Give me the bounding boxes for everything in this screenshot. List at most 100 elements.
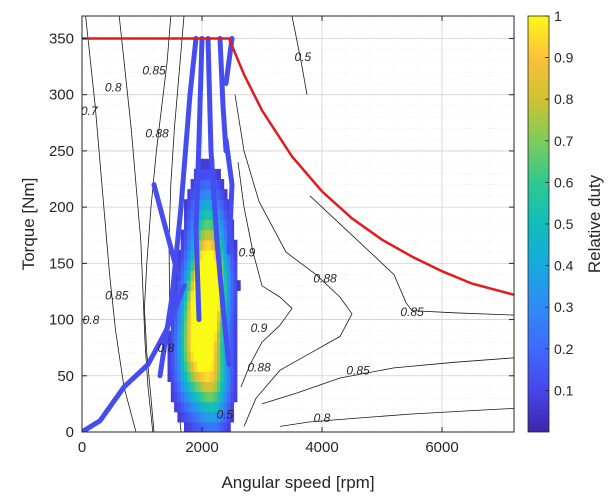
duty-cell <box>190 391 195 403</box>
duty-cell <box>180 371 185 383</box>
duty-cell <box>177 411 182 423</box>
duty-cell <box>180 259 185 271</box>
duty-cell <box>200 229 205 241</box>
duty-cell <box>187 391 192 403</box>
duty-cell <box>207 219 211 231</box>
duty-cell <box>233 300 238 312</box>
duty-cell <box>213 371 218 383</box>
duty-cell <box>177 361 182 372</box>
duty-cell <box>207 179 211 190</box>
duty-cell <box>190 330 195 342</box>
duty-cell <box>220 249 225 261</box>
duty-cell <box>220 371 225 383</box>
duty-cell <box>210 401 215 413</box>
duty-cell <box>197 421 202 432</box>
duty-cell <box>207 270 211 281</box>
duty-cell <box>203 371 208 383</box>
duty-cell <box>203 229 208 241</box>
duty-cell <box>187 361 192 372</box>
duty-cell <box>187 310 192 322</box>
contour-label: 0.88 <box>145 126 169 140</box>
duty-cell <box>180 300 185 312</box>
duty-cell <box>197 411 202 423</box>
duty-cell <box>197 219 202 231</box>
duty-cell <box>203 320 208 332</box>
duty-cell <box>220 401 225 413</box>
contour-label: 0.8 <box>105 80 122 94</box>
duty-cell <box>230 351 235 362</box>
duty-cell <box>170 320 175 332</box>
duty-cell <box>213 320 218 332</box>
duty-cell <box>230 280 235 291</box>
duty-cell <box>226 381 231 393</box>
duty-cell <box>220 320 225 332</box>
duty-cell <box>193 351 198 362</box>
duty-cell <box>184 219 188 231</box>
duty-cell <box>177 340 182 352</box>
duty-cell <box>203 280 208 291</box>
duty-cell <box>184 421 188 432</box>
duty-cell <box>187 371 192 383</box>
colorbar-tick-label: 0.9 <box>554 50 574 66</box>
contour-label: 0.9 <box>239 246 256 260</box>
duty-cell <box>220 209 225 221</box>
duty-cell <box>207 249 211 261</box>
duty-cell <box>193 300 198 312</box>
duty-cell <box>170 330 175 342</box>
contour-label: 0.8 <box>83 313 100 327</box>
duty-cell <box>193 330 198 342</box>
duty-cell <box>210 320 215 332</box>
duty-cell <box>197 361 202 372</box>
duty-trace <box>151 182 181 278</box>
duty-cell <box>187 340 192 352</box>
duty-cell <box>230 270 235 281</box>
duty-cell <box>210 351 215 362</box>
duty-cell <box>226 411 231 423</box>
duty-cell <box>184 229 188 241</box>
duty-cell <box>187 219 192 231</box>
colorbar-ticks: 0.1 0.2 0.3 0.4 0.5 0.6 0.7 0.8 0.9 1 <box>545 8 574 398</box>
contour-label: 0.9 <box>251 321 268 335</box>
duty-cell <box>184 391 188 403</box>
duty-cell <box>207 411 211 423</box>
duty-cell <box>220 421 225 432</box>
duty-cell <box>200 290 205 302</box>
duty-cell <box>207 229 211 241</box>
duty-cell <box>177 330 182 342</box>
duty-cell <box>203 361 208 372</box>
duty-cell <box>213 310 218 322</box>
duty-cell <box>203 330 208 342</box>
y-tick-label: 350 <box>49 30 74 47</box>
duty-cell <box>184 361 188 372</box>
duty-cell <box>217 351 221 362</box>
duty-cell <box>233 371 238 383</box>
duty-cell <box>193 361 198 372</box>
duty-cell <box>223 391 228 403</box>
duty-cell <box>200 259 205 271</box>
duty-cell <box>200 351 205 362</box>
duty-cell <box>190 371 195 383</box>
duty-cell <box>230 411 235 423</box>
duty-cell <box>213 249 218 261</box>
duty-cell <box>203 351 208 362</box>
duty-cell <box>200 411 205 423</box>
duty-cell <box>223 229 228 241</box>
duty-cell <box>170 371 175 383</box>
duty-cell <box>217 209 221 221</box>
duty-cell <box>203 421 208 432</box>
duty-cell <box>210 300 215 312</box>
colorbar-tick-label: 0.7 <box>554 133 574 149</box>
duty-cell <box>230 320 235 332</box>
duty-cell <box>220 330 225 342</box>
duty-cell <box>220 179 225 190</box>
duty-cell <box>203 168 208 180</box>
duty-cell <box>220 199 225 210</box>
contour-labels: 0.7 0.8 0.85 0.88 0.85 0.8 0.8 0.9 0.88 0.85 0.9 0.… <box>81 50 424 425</box>
duty-cell <box>180 330 185 342</box>
duty-cell <box>226 280 231 291</box>
duty-cell <box>223 290 228 302</box>
duty-cell <box>187 330 192 342</box>
duty-cell <box>220 189 225 200</box>
efficiency-contour-line <box>291 16 308 95</box>
colorbar-tick-label: 1 <box>554 8 562 24</box>
